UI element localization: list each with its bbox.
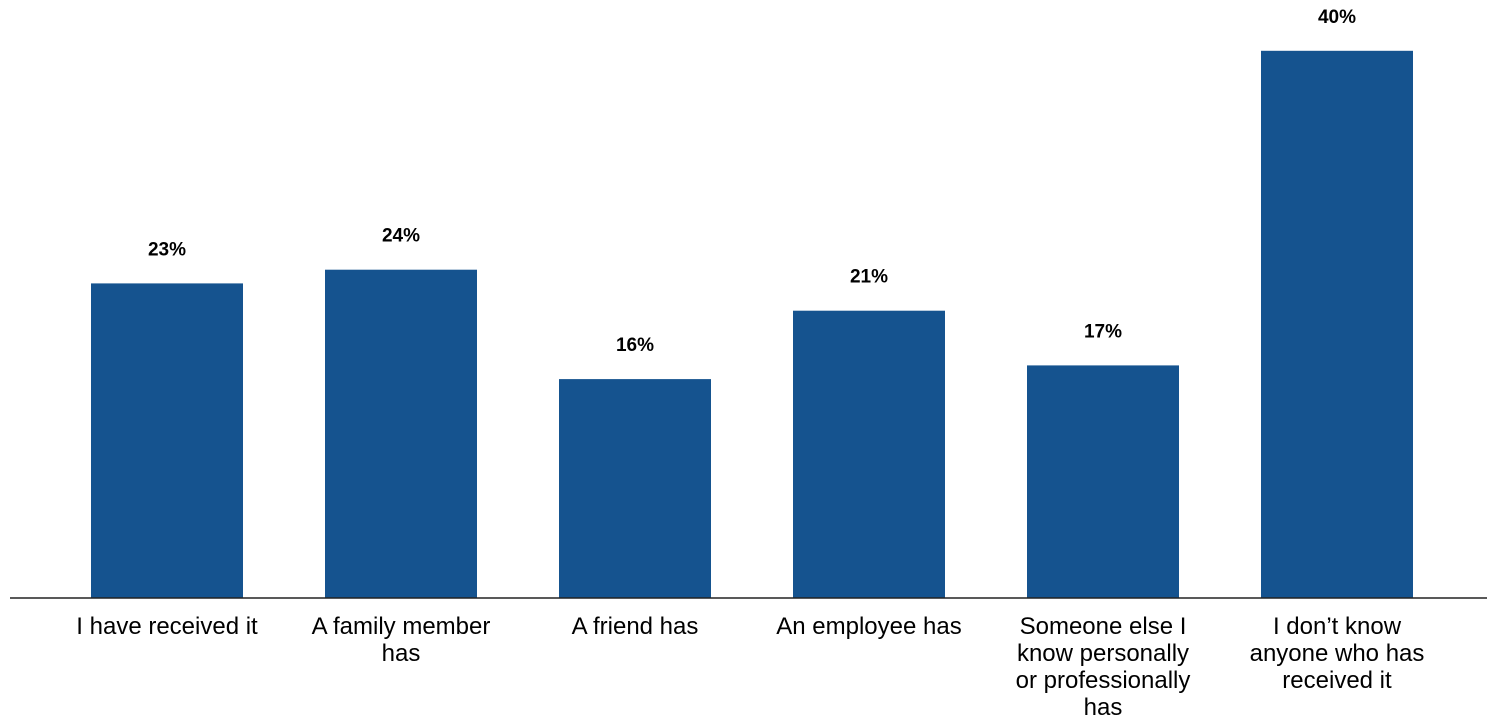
bar	[325, 269, 477, 598]
category-label: anyone who has	[1250, 640, 1425, 667]
category-label: A family member	[312, 613, 491, 640]
category-label: or professionally	[1016, 667, 1191, 694]
bar	[91, 283, 243, 598]
category-label: know personally	[1017, 640, 1189, 667]
category-label: has	[1084, 694, 1123, 721]
data-label: 16%	[616, 335, 654, 356]
data-label: 40%	[1318, 7, 1356, 28]
category-label: I don’t know	[1273, 613, 1402, 640]
category-label: I have received it	[76, 613, 258, 640]
category-label: Someone else I	[1020, 613, 1187, 640]
bar	[1261, 50, 1413, 599]
bar	[793, 310, 945, 598]
data-label: 24%	[382, 226, 420, 247]
bar	[1027, 365, 1179, 598]
category-label: received it	[1282, 667, 1392, 694]
data-label: 21%	[850, 267, 888, 288]
category-label: A friend has	[572, 613, 699, 640]
bar	[559, 379, 711, 598]
data-label: 17%	[1084, 321, 1122, 342]
category-label: An employee has	[776, 613, 961, 640]
data-label: 23%	[148, 239, 186, 260]
category-label: has	[382, 640, 421, 667]
